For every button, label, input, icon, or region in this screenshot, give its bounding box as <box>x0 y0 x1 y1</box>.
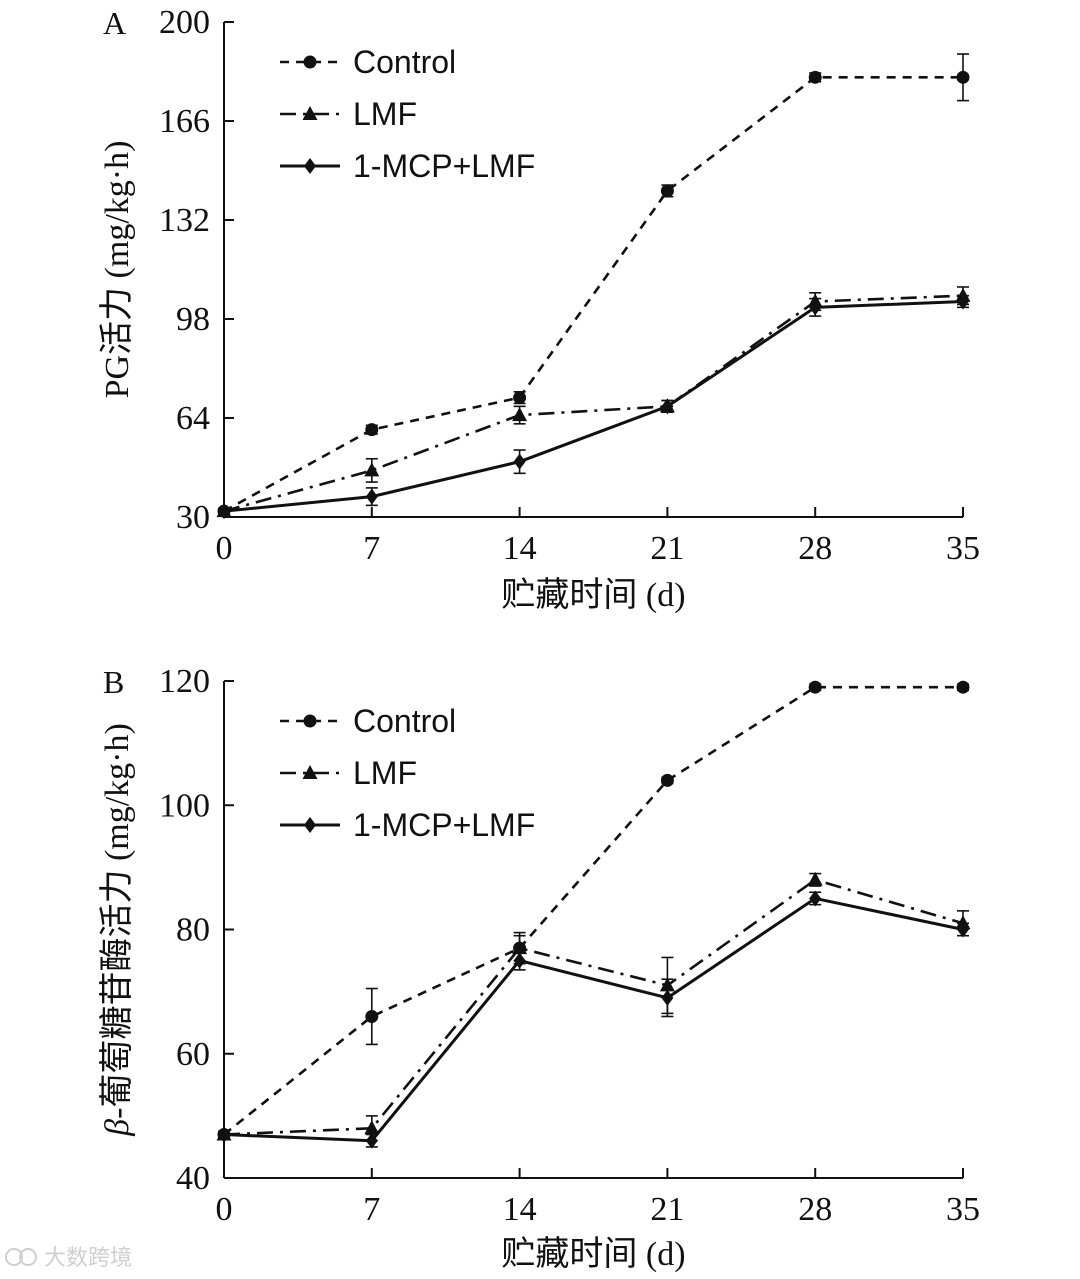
x-tick-label: 7 <box>363 1191 380 1228</box>
data-point-1-mcp-lmf <box>513 952 526 969</box>
data-point-lmf <box>512 407 528 422</box>
legend-marker-lmf <box>302 765 318 779</box>
series-1-mcp-lmf <box>218 293 969 520</box>
y-tick-label: 120 <box>159 663 210 700</box>
y-tick-label: 80 <box>176 912 210 949</box>
legend-marker-lmf <box>302 106 318 120</box>
legend: Control LMF 1-MCP+LMF <box>280 703 535 843</box>
x-axis-title: 贮藏时间 (d) <box>501 576 685 614</box>
x-tick-label: 28 <box>798 530 832 567</box>
legend-marker-control <box>303 55 317 69</box>
panel-a: A 30 64 98 132 166 200 0 7 14 21 28 35 贮藏时间 (d) PG活力 (… <box>98 4 980 614</box>
series-lmf <box>216 286 971 518</box>
data-point-1-mcp-lmf <box>661 989 674 1006</box>
series-line-lmf <box>223 878 964 1136</box>
data-point-lmf <box>364 462 380 477</box>
data-point-1-mcp-lmf <box>218 503 230 520</box>
series-line-control <box>223 76 963 513</box>
watermark-logo-icon <box>5 1248 37 1266</box>
x-tick-label: 0 <box>216 530 233 567</box>
data-point-1-mcp-lmf <box>957 293 969 310</box>
series-1-mcp-lmf <box>218 890 969 1149</box>
x-tick-label: 21 <box>650 1191 684 1228</box>
y-tick-label: 100 <box>159 787 210 824</box>
data-point-1-mcp-lmf <box>661 398 674 415</box>
x-axis-title: 贮藏时间 (d) <box>501 1235 685 1273</box>
data-point-1-mcp-lmf <box>513 453 526 470</box>
data-point-lmf <box>807 871 823 886</box>
series-line-lmf <box>223 294 964 513</box>
x-tick-label: 35 <box>946 530 980 567</box>
y-tick-label: 132 <box>159 202 210 239</box>
series-control <box>217 53 970 518</box>
y-tick-label: 60 <box>176 1036 210 1073</box>
legend-label-1-mcp-lmf: 1-MCP+LMF <box>353 807 535 843</box>
watermark-text: 大数跨境 <box>44 1246 132 1271</box>
series-lmf <box>216 871 971 1142</box>
legend-label-control: Control <box>353 703 456 739</box>
data-point-1-mcp-lmf <box>809 299 822 316</box>
y-tick-label: 98 <box>176 301 210 338</box>
y-tick-label: 166 <box>159 103 210 140</box>
y-axis-title: PG活力 (mg/kg·h) <box>98 141 136 399</box>
y-axis-title-main: -葡萄糖苷酶活力 (mg/kg·h) <box>98 723 136 1119</box>
data-point-control <box>956 680 970 694</box>
data-point-1-mcp-lmf <box>218 1126 230 1143</box>
x-tick-label: 21 <box>650 530 684 567</box>
data-point-control <box>660 773 674 787</box>
data-point-lmf <box>364 1120 380 1135</box>
x-tick-label: 14 <box>503 530 537 567</box>
data-point-control <box>808 70 822 84</box>
y-tick-label: 64 <box>176 400 210 437</box>
x-tick-label: 0 <box>216 1191 233 1228</box>
x-tick-label: 14 <box>503 1191 537 1228</box>
legend-label-control: Control <box>353 44 456 80</box>
data-point-1-mcp-lmf <box>957 921 969 938</box>
legend-label-1-mcp-lmf: 1-MCP+LMF <box>353 148 535 184</box>
x-tick-label: 35 <box>946 1191 980 1228</box>
y-tick-label: 30 <box>176 499 210 536</box>
legend-label-lmf: LMF <box>353 755 417 791</box>
legend-marker-control <box>303 714 317 728</box>
data-point-control <box>808 680 822 694</box>
y-axis-title-main: PG活力 (mg/kg·h) <box>98 141 136 399</box>
legend-marker-1-mcp-lmf <box>304 158 316 174</box>
legend-label-lmf: LMF <box>353 96 417 132</box>
series-line-1-mcp-lmf <box>223 300 964 513</box>
data-point-1-mcp-lmf <box>365 1132 378 1149</box>
series-line-1-mcp-lmf <box>223 896 964 1143</box>
panel-label: B <box>103 664 124 700</box>
data-point-control <box>365 1009 379 1023</box>
data-point-control <box>513 391 527 405</box>
data-point-1-mcp-lmf <box>809 890 822 907</box>
series-line-control <box>223 685 963 1136</box>
panel-label: A <box>103 5 126 41</box>
data-point-control <box>365 423 379 437</box>
x-tick-label: 28 <box>798 1191 832 1228</box>
watermark: 大数跨境 <box>5 1246 132 1271</box>
y-tick-label: 200 <box>159 4 210 41</box>
data-point-control <box>660 184 674 198</box>
y-tick-label: 40 <box>176 1160 210 1197</box>
x-tick-label: 7 <box>363 530 380 567</box>
legend: Control LMF 1-MCP+LMF <box>280 44 535 184</box>
legend-marker-1-mcp-lmf <box>304 817 316 833</box>
data-point-control <box>956 70 970 84</box>
y-axis-title-prefix: β <box>99 1119 136 1137</box>
series-control <box>217 680 970 1142</box>
panel-b: B 40 60 80 100 120 0 7 14 21 28 35 贮藏时间 (d) β-葡萄糖苷酶活力… <box>98 663 980 1273</box>
y-axis-title: β-葡萄糖苷酶活力 (mg/kg·h) <box>98 723 136 1137</box>
data-point-1-mcp-lmf <box>365 488 378 505</box>
